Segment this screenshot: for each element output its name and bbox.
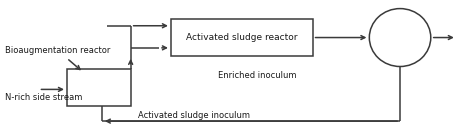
Text: Enriched inoculum: Enriched inoculum [218, 70, 297, 80]
Text: Activated sludge reactor: Activated sludge reactor [186, 33, 298, 42]
Ellipse shape [369, 9, 431, 66]
Text: Bioaugmentation reactor: Bioaugmentation reactor [5, 46, 111, 70]
Text: N-rich side stream: N-rich side stream [5, 93, 83, 102]
Bar [171, 19, 313, 56]
Text: Activated sludge inoculum: Activated sludge inoculum [138, 111, 250, 120]
Bar [67, 69, 131, 106]
